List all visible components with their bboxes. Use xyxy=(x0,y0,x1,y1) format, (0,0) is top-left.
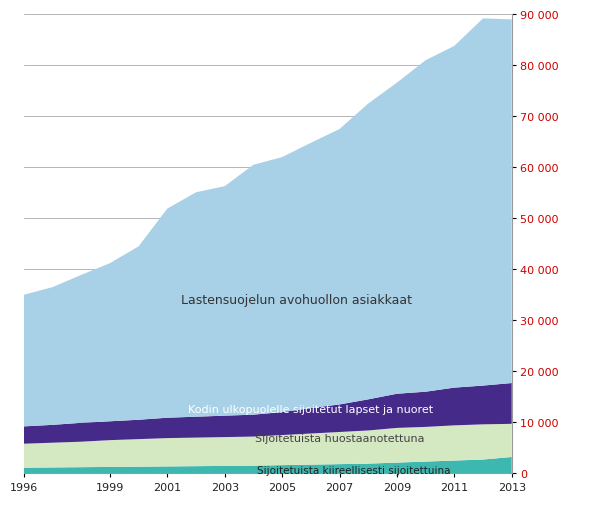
Text: Sijoitetuista huostaanotettuna: Sijoitetuista huostaanotettuna xyxy=(255,433,424,443)
Text: Kodin ulkopuolelle sijoitetut lapset ja nuoret: Kodin ulkopuolelle sijoitetut lapset ja … xyxy=(188,404,433,414)
Text: Sijoitetuista kiireellisesti sijoitettuina: Sijoitetuista kiireellisesti sijoitettui… xyxy=(257,465,450,475)
Text: Lastensuojelun avohuollon asiakkaat: Lastensuojelun avohuollon asiakkaat xyxy=(181,294,412,307)
